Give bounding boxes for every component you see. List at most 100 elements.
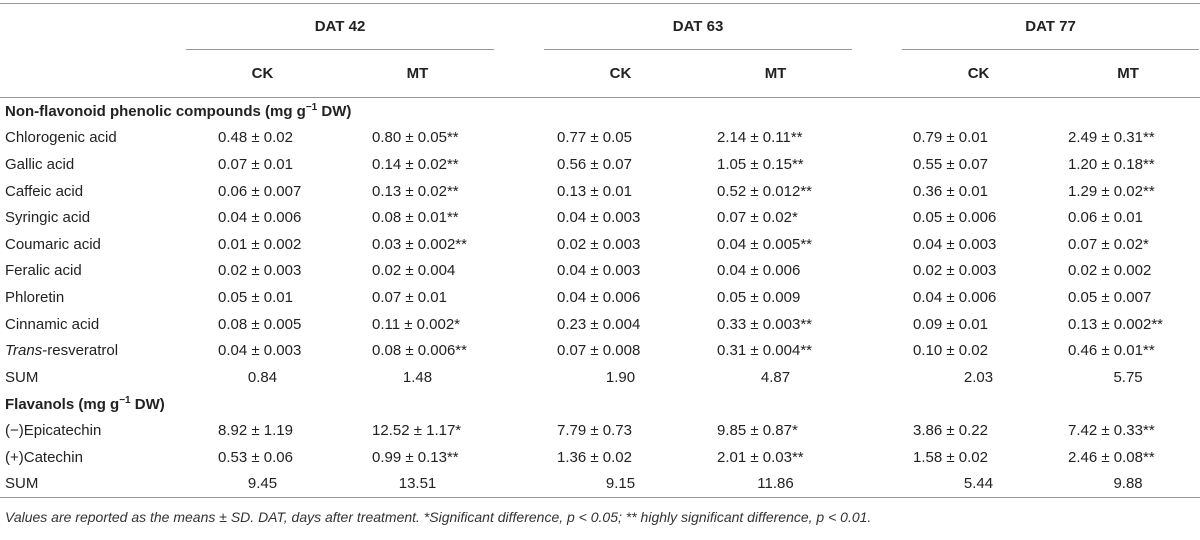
blank (495, 337, 543, 364)
cell-value: 0.01 ± 0.002 (218, 235, 302, 253)
cell-value: 0.03 ± 0.002** (372, 235, 467, 253)
cell-value: 0.79 ± 0.01 (913, 129, 988, 147)
cell-value: 0.14 ± 0.02** (372, 155, 459, 173)
cell-value: 1.90 (605, 368, 636, 386)
cell-value: 7.42 ± 0.33** (1068, 421, 1155, 439)
title-text: DW) (317, 103, 352, 121)
group-label: DAT 63 (544, 5, 853, 50)
cell-value: 2.46 ± 0.08** (1068, 448, 1155, 466)
group-label: DAT 77 (902, 5, 1200, 50)
blank (853, 50, 902, 98)
cell-value: 0.07 ± 0.02* (1068, 235, 1149, 253)
title-text: Non-flavonoid phenolic compounds (mg g (5, 103, 306, 121)
cell-value: 0.05 ± 0.009 (717, 288, 801, 306)
cell-value: 4.87 (760, 368, 791, 386)
cell-value: 0.11 ± 0.002* (372, 315, 461, 333)
title-text: DW) (130, 395, 165, 413)
data-row: (+)Catechin 0.53 ± 0.06 0.99 ± 0.13** 1.36 … (0, 444, 1200, 471)
cell-value: 5.75 (1113, 368, 1143, 386)
cell-value: 2.14 ± 0.11** (717, 129, 803, 147)
cell-value: 0.13 ± 0.002** (1068, 315, 1164, 333)
row-label: Cinnamic acid (5, 315, 100, 333)
row-label: (+)Catechin (5, 448, 83, 466)
cell-value: 0.05 ± 0.007 (1068, 288, 1152, 306)
title-text: Flavanols (mg g (5, 395, 120, 413)
cell-value: 12.52 ± 1.17* (372, 421, 462, 439)
subheader: MT (340, 50, 496, 98)
cell-value: 9.88 (1056, 470, 1200, 498)
section-row: Flavanols (mg g−1 DW) (0, 391, 1200, 418)
cell-value: 0.04 ± 0.006 (913, 288, 997, 306)
cell-value: 9.15 (543, 470, 699, 498)
cell-value: 0.53 ± 0.06 (218, 448, 293, 466)
blank (0, 4, 185, 51)
cell-value: 0.02 ± 0.003 (557, 235, 641, 253)
cell-value: 0.04 ± 0.006 (218, 209, 302, 227)
cell-value: 9.85 ± 0.87* (717, 421, 798, 439)
cell-value: 1.20 ± 0.18** (1068, 155, 1155, 173)
sum-row: SUM 9.45 13.51 9.15 11.86 5.44 9.88 (0, 470, 1200, 498)
blank (495, 470, 544, 498)
cell-value: 0.08 ± 0.01** (372, 209, 459, 227)
cell-value: 3.86 ± 0.22 (913, 421, 988, 439)
cell-value: 0.07 ± 0.008 (557, 342, 641, 360)
row-label: Feralic acid (5, 262, 82, 280)
cell-value: 9.45 (185, 470, 340, 498)
cell-value: 0.04 ± 0.003 (557, 262, 641, 280)
row-label: (−)Epicatechin (5, 421, 102, 439)
group-header: DAT 77 (901, 4, 1200, 51)
title-superscript: −1 (119, 394, 131, 406)
data-row: Syringic acid 0.04 ± 0.006 0.08 ± 0.01** 0.… (0, 204, 1200, 231)
group-header: DAT 63 (543, 4, 853, 51)
header-row: DAT 42 DAT 63 DAT 77 (0, 4, 1200, 51)
cell-value: 0.23 ± 0.004 (557, 315, 641, 333)
blank (495, 125, 543, 152)
cell-value: 1.48 (402, 368, 433, 386)
cell-value: 0.04 ± 0.006 (717, 262, 801, 280)
cell-value: 11.86 (698, 470, 854, 498)
cell-value: 0.13 ± 0.01 (557, 182, 632, 200)
cell-value: 13.51 (340, 470, 496, 498)
cell-value: 0.04 ± 0.005** (717, 235, 812, 253)
cell-value: 1.29 ± 0.02** (1068, 182, 1155, 200)
cell-value: 0.10 ± 0.02 (913, 342, 988, 360)
row-label: Caffeic acid (5, 182, 84, 200)
blank (853, 470, 902, 498)
cell-value: 0.05 ± 0.006 (913, 209, 997, 227)
cell-value: 1.36 ± 0.02 (557, 448, 632, 466)
blank (853, 284, 901, 311)
cell-value: 1.05 ± 0.15** (717, 155, 804, 173)
label-italic: Trans (5, 342, 43, 360)
subheader: MT (698, 50, 854, 98)
sum-row: SUM 0.84 1.48 1.90 4.87 2.03 5.75 (0, 364, 1200, 391)
row-label: Coumaric acid (5, 235, 101, 253)
subheader-row: CK MT CK MT CK MT (0, 50, 1200, 98)
cell-value: 0.02 ± 0.003 (913, 262, 997, 280)
data-row: Coumaric acid 0.01 ± 0.002 0.03 ± 0.002** 0… (0, 231, 1200, 258)
footnote: Values are reported as the means ± SD. D… (5, 508, 872, 525)
label-rest: -resveratrol (42, 342, 119, 360)
cell-value: 0.08 ± 0.005 (218, 315, 302, 333)
subheader: MT (1056, 50, 1200, 98)
cell-value: 0.55 ± 0.07 (913, 155, 988, 173)
blank (0, 50, 185, 98)
cell-value: 0.07 ± 0.02* (717, 209, 798, 227)
blank (495, 444, 543, 471)
data-row: Chlorogenic acid 0.48 ± 0.02 0.80 ± 0.05**… (0, 125, 1200, 152)
blank (495, 4, 543, 51)
cell-value: 0.13 ± 0.02** (372, 182, 459, 200)
row-label: Chlorogenic acid (5, 129, 117, 147)
data-row: Gallic acid 0.07 ± 0.01 0.14 ± 0.02** 0.56 … (0, 151, 1200, 178)
cell-value: 0.05 ± 0.01 (218, 288, 293, 306)
data-row: Caffeic acid 0.06 ± 0.007 0.13 ± 0.02** 0.1… (0, 178, 1200, 205)
blank (853, 204, 901, 231)
cell-value: 2.01 ± 0.03** (717, 448, 804, 466)
blank (495, 417, 543, 444)
row-label: Gallic acid (5, 155, 75, 173)
cell-value: 0.52 ± 0.012** (717, 182, 812, 200)
row-label: SUM (0, 470, 185, 498)
cell-value: 8.92 ± 1.19 (218, 421, 293, 439)
cell-value: 5.44 (901, 470, 1057, 498)
cell-value: 0.06 ± 0.007 (218, 182, 302, 200)
cell-value: 0.84 (247, 368, 278, 386)
